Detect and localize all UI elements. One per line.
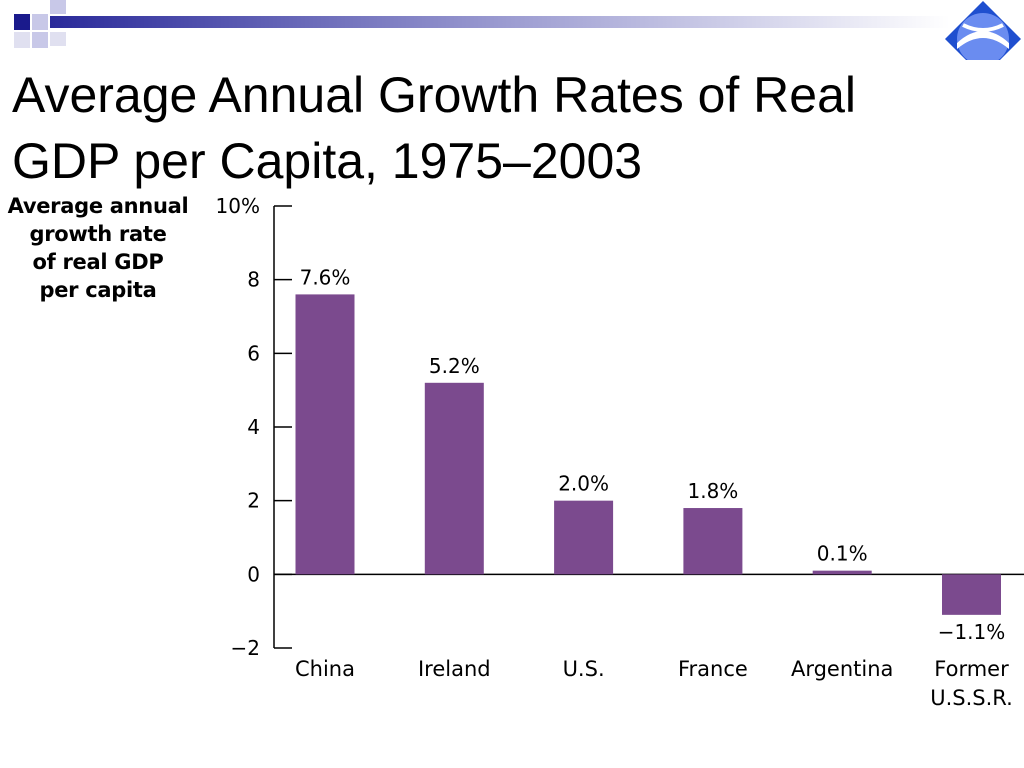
slide-decoration [14, 0, 1021, 60]
y-axis-label-line: of real GDP [32, 250, 164, 274]
data-label: 0.1% [817, 542, 868, 566]
decor-square [14, 14, 30, 30]
slide-title-line-1: Average Annual Growth Rates of Real [12, 67, 857, 123]
y-tick-label: 10% [216, 194, 260, 218]
y-axis-label-line: Average annual [7, 194, 189, 218]
x-tick-label: Former [934, 657, 1009, 681]
y-tick-label: 4 [247, 415, 260, 439]
y-tick-label: 6 [247, 341, 260, 365]
x-tick-label: U.S.S.R. [930, 686, 1013, 710]
decor-square [32, 32, 48, 48]
decor-square [32, 14, 48, 30]
decor-square [50, 32, 66, 46]
bar [683, 508, 743, 575]
slide-title-line-2: GDP per Capita, 1975–2003 [12, 133, 643, 189]
y-tick-label: 2 [247, 489, 260, 513]
y-tick-label: −2 [231, 636, 260, 660]
x-tick-label: France [678, 657, 748, 681]
data-label: −1.1% [938, 620, 1006, 644]
y-axis-label-line: per capita [39, 278, 157, 302]
x-tick-label: U.S. [563, 657, 605, 681]
decor-square [14, 32, 30, 48]
x-tick-label: China [295, 657, 355, 681]
bar [554, 500, 614, 575]
x-tick-label: Argentina [791, 657, 893, 681]
y-axis-label-line: growth rate [29, 222, 167, 246]
data-label: 7.6% [300, 265, 351, 289]
decor-rule [50, 16, 950, 28]
decor-square [50, 0, 66, 14]
x-tick-label: Ireland [418, 657, 491, 681]
bar [942, 574, 1001, 615]
bar [295, 294, 355, 575]
data-label: 2.0% [558, 472, 609, 496]
bar [812, 570, 872, 575]
globe-logo-icon [945, 1, 1021, 60]
y-axis-label: Average annual growth rate of real GDP p… [0, 192, 196, 304]
y-tick-label: 8 [247, 268, 260, 292]
bar [424, 382, 484, 575]
slide-title: Average Annual Growth Rates of Real GDP … [12, 62, 1002, 194]
data-label: 5.2% [429, 354, 480, 378]
data-label: 1.8% [687, 479, 738, 503]
y-tick-label: 0 [247, 562, 260, 586]
